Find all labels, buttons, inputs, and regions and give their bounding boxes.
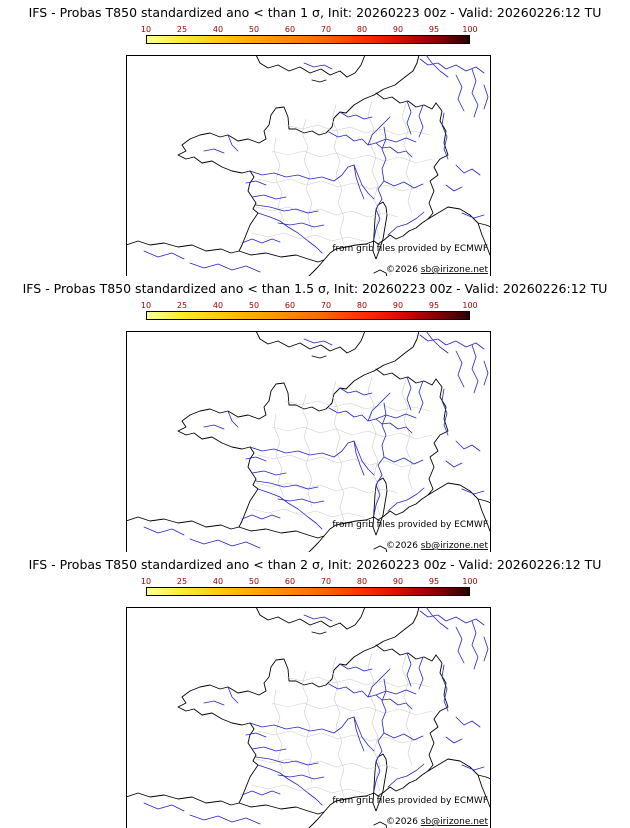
colorbar-tick: 50 [248, 301, 260, 310]
colorbar-tick: 10 [140, 25, 152, 34]
colorbar-tick: 100 [462, 301, 478, 310]
probability-map [125, 331, 491, 552]
colorbar-tick: 80 [356, 577, 368, 586]
colorbar-tick: 80 [356, 25, 368, 34]
probability-map [125, 607, 491, 828]
colorbar-tick: 70 [320, 301, 332, 310]
colorbar-gradient [146, 311, 470, 320]
colorbar-ticks: 10 25 40 50 60 70 80 90 95 100 [141, 577, 478, 587]
panel-content: 10 25 40 50 60 70 80 90 95 100 [125, 25, 491, 276]
panel-title: IFS - Probas T850 standardized ano < tha… [22, 281, 608, 296]
colorbar-tick: 10 [140, 301, 152, 310]
colorbar-tick: 95 [428, 301, 440, 310]
colorbar-tick: 50 [248, 577, 260, 586]
panel-content: 10 25 40 50 60 70 80 90 95 100 [125, 301, 491, 552]
colorbar-tick: 100 [462, 577, 478, 586]
colorbar-tick: 25 [176, 25, 188, 34]
panel-title: IFS - Probas T850 standardized ano < tha… [28, 5, 602, 20]
colorbar-tick: 40 [212, 577, 224, 586]
panel-content: 10 25 40 50 60 70 80 90 95 100 [125, 577, 491, 828]
colorbar-tick: 90 [392, 577, 404, 586]
colorbar-tick: 70 [320, 577, 332, 586]
colorbar-gradient [146, 587, 470, 596]
colorbar-tick: 10 [140, 577, 152, 586]
colorbar-tick: 60 [284, 25, 296, 34]
forecast-panel-2: IFS - Probas T850 standardized ano < tha… [0, 276, 630, 552]
colorbar: 10 25 40 50 60 70 80 90 95 100 [141, 301, 478, 320]
colorbar-tick: 50 [248, 25, 260, 34]
colorbar-tick: 60 [284, 301, 296, 310]
colorbar: 10 25 40 50 60 70 80 90 95 100 [141, 577, 478, 596]
colorbar-tick: 40 [212, 301, 224, 310]
colorbar-tick: 90 [392, 301, 404, 310]
colorbar-tick: 100 [462, 25, 478, 34]
colorbar-ticks: 10 25 40 50 60 70 80 90 95 100 [141, 25, 478, 35]
colorbar-tick: 25 [176, 577, 188, 586]
probability-map [125, 55, 491, 276]
colorbar-tick: 25 [176, 301, 188, 310]
colorbar-tick: 60 [284, 577, 296, 586]
colorbar-gradient [146, 35, 470, 44]
colorbar-tick: 90 [392, 25, 404, 34]
colorbar-tick: 40 [212, 25, 224, 34]
panel-title: IFS - Probas T850 standardized ano < tha… [28, 557, 602, 572]
colorbar-tick: 80 [356, 301, 368, 310]
colorbar-tick: 95 [428, 577, 440, 586]
colorbar-ticks: 10 25 40 50 60 70 80 90 95 100 [141, 301, 478, 311]
colorbar-tick: 95 [428, 25, 440, 34]
forecast-panel-3: IFS - Probas T850 standardized ano < tha… [0, 552, 630, 828]
forecast-panel-1: IFS - Probas T850 standardized ano < tha… [0, 0, 630, 276]
colorbar-tick: 70 [320, 25, 332, 34]
colorbar: 10 25 40 50 60 70 80 90 95 100 [141, 25, 478, 44]
